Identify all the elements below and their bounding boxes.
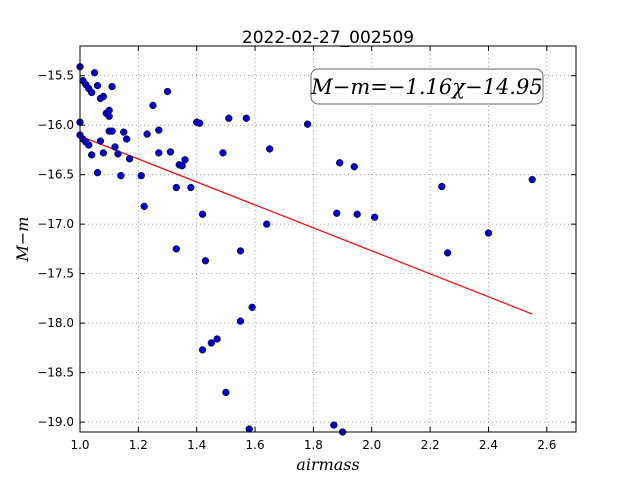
- y-tick-labels: −15.5 −16.0 −16.5 −17.0 −17.5 −18.0 −18.5 −19.0: [37, 69, 74, 429]
- data-point: [85, 141, 93, 149]
- data-point: [336, 159, 344, 167]
- data-point: [140, 202, 148, 210]
- data-point: [114, 150, 122, 158]
- data-point: [225, 114, 233, 122]
- data-point: [172, 245, 180, 253]
- plot-area: [80, 46, 576, 432]
- data-point: [88, 88, 96, 97]
- data-point: [248, 303, 256, 311]
- data-point: [155, 149, 163, 157]
- data-point: [263, 220, 271, 228]
- data-point: [172, 183, 180, 192]
- data-point: [125, 155, 134, 163]
- data-point: [117, 172, 125, 180]
- data-point: [242, 114, 250, 122]
- y-tick-label: −16.5: [37, 168, 74, 182]
- x-tick-label: 1.0: [70, 438, 89, 452]
- data-point: [178, 162, 186, 170]
- data-point: [99, 92, 107, 101]
- y-tick-label: −18.0: [37, 316, 74, 330]
- data-point: [88, 151, 96, 159]
- data-point: [213, 335, 221, 343]
- data-point: [219, 149, 227, 157]
- data-point: [166, 148, 175, 156]
- x-tick-label: 2.2: [421, 438, 440, 452]
- data-point: [163, 87, 172, 96]
- data-point: [198, 346, 207, 354]
- data-point: [108, 127, 116, 135]
- data-point: [198, 210, 207, 218]
- y-tick-label: −16.0: [37, 118, 74, 132]
- y-tick-label: −15.5: [37, 69, 74, 83]
- x-tick-label: 1.4: [187, 438, 206, 452]
- axis-ticks: [79, 46, 576, 432]
- data-point: [181, 156, 189, 164]
- data-point: [443, 249, 452, 257]
- annotation-text: M−m=−1.16χ−14.95: [310, 75, 542, 99]
- data-point: [438, 182, 446, 191]
- chart-title: 2022-02-27_002509: [242, 28, 414, 48]
- data-points: [76, 63, 536, 436]
- y-tick-label: −17.0: [37, 217, 74, 231]
- y-tick-label: −18.5: [37, 366, 74, 380]
- annotation-box: [310, 68, 544, 105]
- x-tick-labels: 1.0 1.2 1.4 1.6 1.8 2.0 2.2 2.4 2.6: [70, 438, 556, 452]
- data-point: [93, 81, 102, 90]
- data-point: [111, 143, 119, 151]
- data-point: [96, 137, 105, 145]
- data-point: [236, 317, 245, 325]
- y-tick-label: −19.0: [37, 415, 74, 429]
- fit-line: [79, 135, 533, 315]
- data-point: [236, 247, 245, 255]
- data-point: [484, 229, 493, 237]
- y-tick-label: −17.5: [37, 267, 74, 281]
- fit-annotation: M−m=−1.16χ−14.95: [310, 68, 544, 105]
- data-point: [330, 421, 338, 429]
- data-point: [201, 257, 210, 265]
- data-point: [222, 388, 230, 397]
- x-tick-label: 2.6: [537, 438, 556, 452]
- data-point: [195, 119, 204, 127]
- plot-frame: [79, 45, 577, 433]
- data-point: [528, 175, 536, 184]
- data-point: [350, 163, 358, 171]
- data-point: [99, 149, 107, 157]
- data-point: [245, 425, 253, 433]
- data-point: [105, 112, 113, 120]
- data-point: [120, 128, 128, 136]
- data-point: [90, 69, 99, 77]
- data-point: [353, 210, 361, 218]
- data-point: [303, 120, 312, 128]
- data-point: [137, 172, 145, 180]
- data-point: [123, 135, 131, 143]
- data-point: [265, 145, 274, 153]
- x-tick-label: 1.2: [129, 438, 148, 452]
- data-point: [371, 213, 379, 221]
- x-axis-label: airmass: [296, 455, 359, 474]
- x-tick-label: 1.6: [246, 438, 265, 452]
- data-point: [155, 126, 163, 134]
- data-point: [333, 209, 341, 217]
- data-point: [143, 130, 151, 138]
- x-tick-label: 2.4: [479, 438, 498, 452]
- y-axis-label: M−m: [13, 217, 32, 263]
- x-tick-label: 2.0: [362, 438, 381, 452]
- data-point: [93, 169, 102, 177]
- data-point: [187, 183, 195, 192]
- data-point: [149, 101, 157, 110]
- x-tick-label: 1.8: [304, 438, 323, 452]
- data-point: [207, 339, 215, 347]
- data-point: [108, 82, 116, 91]
